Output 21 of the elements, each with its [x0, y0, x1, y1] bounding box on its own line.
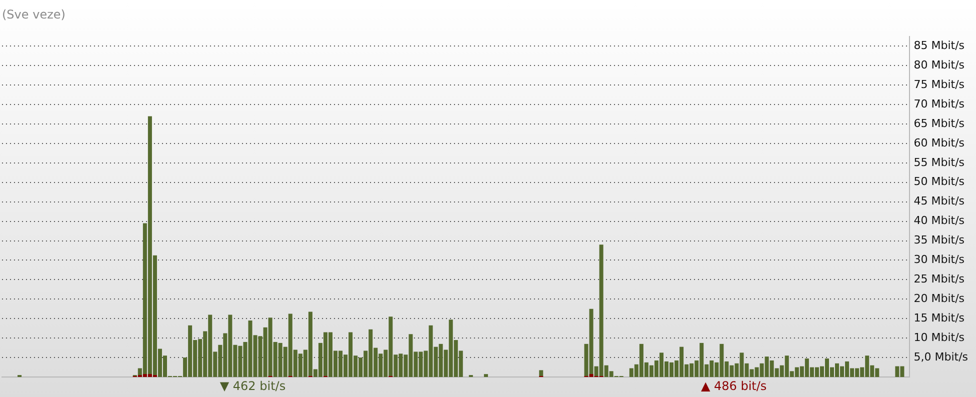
y-tick-label: 60 Mbit/s [914, 136, 965, 150]
y-tick-label: 75 Mbit/s [914, 78, 965, 91]
y-tick-label: 55 Mbit/s [914, 156, 965, 169]
chart-title: (Sve veze) [2, 7, 66, 22]
y-tick-label: 70 Mbit/s [914, 97, 965, 110]
text: ▲ 486 bit/s [700, 379, 767, 394]
y-tick-label: 40 Mbit/s [914, 214, 965, 228]
y-tick-label: 30 Mbit/s [914, 253, 965, 266]
y-tick-label: 15 Mbit/s [914, 311, 965, 324]
y-tick-label: 5,0 Mbit/s [914, 350, 968, 364]
y-tick-label: 35 Mbit/s [914, 234, 965, 247]
y-tick-label: 25 Mbit/s [914, 272, 965, 286]
bar [484, 374, 488, 377]
y-tick-label: 85 Mbit/s [914, 38, 965, 52]
y-tick-label: 65 Mbit/s [914, 116, 965, 130]
text: ▼ 462 bit/s [220, 379, 286, 394]
y-tick-label: 45 Mbit/s [914, 194, 965, 208]
y-tick-label: 20 Mbit/s [914, 292, 965, 306]
y-tick-label: 10 Mbit/s [914, 330, 965, 344]
y-tick-label: 80 Mbit/s [914, 58, 965, 72]
y-tick-label: 50 Mbit/s [914, 175, 965, 188]
